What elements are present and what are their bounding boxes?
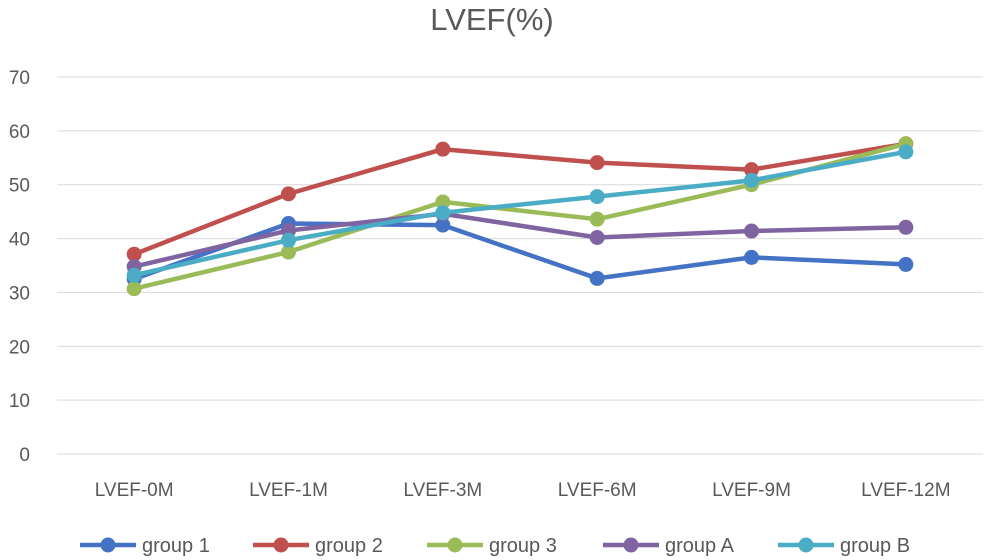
legend: group 1 group 2 group 3 group A group B [80,535,910,557]
legend-label: group 3 [489,535,557,557]
series-line [131,211,909,269]
data-point [281,232,296,248]
data-point [281,244,296,260]
legend-label: group 1 [142,535,210,557]
y-tick-label: 30 [9,283,30,304]
data-point [589,270,605,286]
x-tick-label: LVEF-3M [403,480,482,501]
legend-label: group B [840,535,910,557]
legend-marker [623,537,639,553]
data-point [435,217,451,233]
series-group-B [126,144,914,283]
data-point [435,141,451,157]
data-point [589,189,605,205]
series-line [131,149,909,278]
series-lines [126,136,914,297]
legend-marker [273,537,289,553]
x-tick-label: LVEF-9M [712,480,791,501]
data-point [744,223,759,239]
data-point [589,211,605,227]
x-axis-ticks: LVEF-0M LVEF-1M LVEF-3M LVEF-6M LVEF-9M LVEF-… [95,480,951,501]
legend-item-group-B: group B [778,535,910,557]
x-tick-label: LVEF-1M [249,480,328,501]
data-point [126,281,142,297]
data-point [589,229,605,245]
data-point [898,256,914,272]
y-tick-label: 50 [9,176,30,197]
legend-marker [798,537,814,553]
legend-marker [100,537,116,553]
data-point [435,194,451,210]
y-tick-label: 0 [19,445,30,466]
legend-marker [447,537,463,553]
data-point [126,246,142,262]
legend-label: group A [665,535,735,557]
legend-item-group-3: group 3 [427,535,557,557]
data-point [435,205,451,221]
y-tick-label: 70 [9,68,30,89]
x-tick-label: LVEF-6M [558,480,637,501]
legend-label: group 2 [315,535,383,557]
data-point [744,162,759,178]
data-point [898,144,914,160]
legend-item-group-2: group 2 [253,535,383,557]
legend-item-group-A: group A [603,535,735,557]
data-point [898,219,914,235]
gridlines [57,76,983,455]
legend-item-group-1: group 1 [80,535,210,557]
y-tick-label: 60 [9,122,30,143]
y-tick-label: 10 [9,391,30,412]
y-tick-label: 40 [9,230,30,251]
series-line [131,141,909,291]
y-axis-ticks: 0 10 20 30 40 50 60 70 [9,68,30,466]
data-point [744,249,759,265]
series-line [131,141,909,257]
chart-title: LVEF(%) [430,2,553,37]
data-point [126,267,142,283]
data-point [281,186,296,202]
series-line [131,221,909,282]
data-point [744,172,759,188]
x-tick-label: LVEF-12M [861,480,950,501]
y-tick-label: 20 [9,337,30,358]
data-point [589,155,605,171]
x-tick-label: LVEF-0M [95,480,174,501]
